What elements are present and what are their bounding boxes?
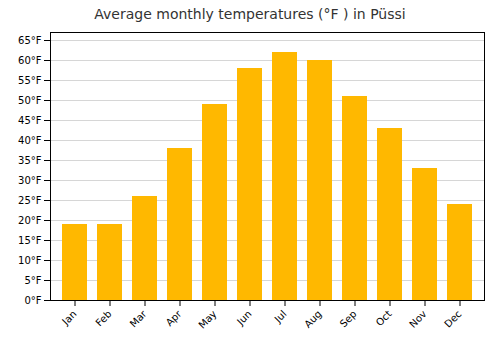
svg-text:Jul: Jul	[272, 308, 289, 325]
svg-text:Feb: Feb	[93, 308, 113, 328]
svg-text:Sep: Sep	[338, 308, 359, 329]
svg-text:Mar: Mar	[128, 308, 150, 330]
svg-text:25°F: 25°F	[18, 195, 42, 206]
svg-text:20°F: 20°F	[18, 215, 42, 226]
svg-text:Nov: Nov	[407, 308, 429, 330]
svg-text:55°F: 55°F	[18, 75, 42, 86]
svg-text:Jan: Jan	[59, 308, 78, 327]
svg-text:Jun: Jun	[234, 308, 254, 328]
svg-text:65°F: 65°F	[18, 35, 42, 46]
svg-text:60°F: 60°F	[18, 55, 42, 66]
svg-text:15°F: 15°F	[18, 235, 42, 246]
svg-text:Dec: Dec	[442, 308, 463, 329]
svg-text:May: May	[196, 308, 218, 330]
svg-text:Oct: Oct	[374, 308, 394, 328]
svg-text:50°F: 50°F	[18, 95, 42, 106]
svg-text:Apr: Apr	[164, 308, 185, 329]
svg-text:Aug: Aug	[302, 308, 324, 330]
svg-text:0°F: 0°F	[24, 295, 41, 306]
svg-text:40°F: 40°F	[18, 135, 42, 146]
html-text:Average monthly temperatures (: Average monthly temperatures (°F ) in Pü…	[94, 6, 406, 22]
svg-text:5°F: 5°F	[24, 275, 41, 286]
svg-text:45°F: 45°F	[18, 115, 42, 126]
svg-text:30°F: 30°F	[18, 175, 42, 186]
svg-text:10°F: 10°F	[18, 255, 42, 266]
svg-text:35°F: 35°F	[18, 155, 42, 166]
